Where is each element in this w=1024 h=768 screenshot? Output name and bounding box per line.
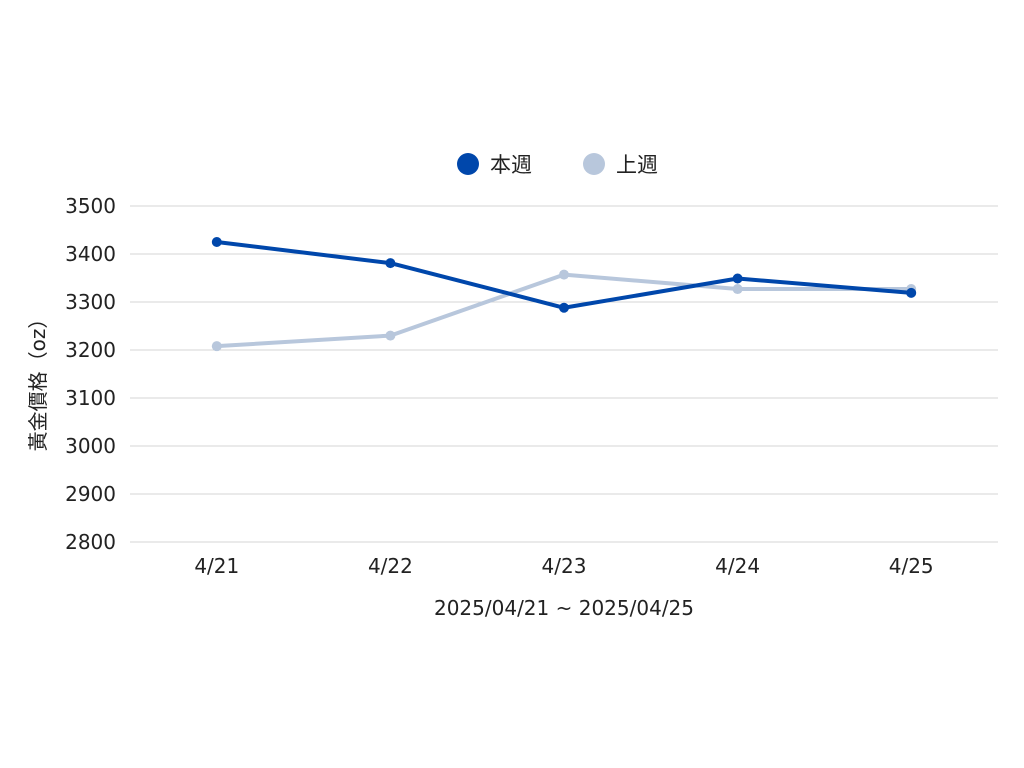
legend-marker-icon [457, 153, 479, 175]
legend: 本週 上週 [457, 153, 658, 177]
y-axis-ticks: 2800 2900 3000 3100 3200 3300 3400 3500 [65, 194, 116, 554]
series-this-week [211, 237, 917, 313]
x-axis-ticks: 4/21 4/22 4/23 4/24 4/25 [194, 554, 933, 578]
y-tick-label-3500: 3500 [65, 194, 116, 218]
y-axis-title: 黃金價格（oz） [26, 309, 50, 452]
data-point-4-24 [732, 284, 743, 295]
legend-item-last-week: 上週 [583, 153, 658, 177]
legend-marker-icon [583, 153, 605, 175]
x-tick-label-4-22: 4/22 [368, 554, 413, 578]
y-tick-label-3200: 3200 [65, 338, 116, 362]
legend-label: 本週 [490, 153, 532, 177]
x-tick-label-4-24: 4/24 [715, 554, 760, 578]
grid-lines [130, 205, 998, 543]
data-point-4-23 [559, 269, 569, 280]
x-tick-label-4-23: 4/23 [542, 554, 587, 578]
y-tick-label-2900: 2900 [65, 482, 116, 506]
legend-label: 上週 [616, 153, 658, 177]
y-tick-label-3100: 3100 [65, 386, 116, 410]
data-point-4-23 [559, 302, 569, 313]
data-point-4-22 [385, 258, 396, 269]
data-point-4-22 [385, 330, 396, 341]
x-axis-title: 2025/04/21 ~ 2025/04/25 [434, 596, 694, 620]
data-point-4-21 [211, 341, 222, 352]
series-last-week [211, 269, 917, 352]
y-tick-label-3300: 3300 [65, 290, 116, 314]
y-tick-label-3400: 3400 [65, 242, 116, 266]
data-point-4-24 [732, 273, 743, 284]
data-point-4-25 [906, 287, 917, 298]
data-point-4-21 [211, 237, 222, 247]
x-tick-label-4-25: 4/25 [889, 554, 934, 578]
legend-item-this-week: 本週 [457, 153, 532, 177]
y-tick-label-2800: 2800 [65, 530, 116, 554]
series-layer [211, 237, 917, 352]
y-tick-label-3000: 3000 [65, 434, 116, 458]
x-tick-label-4-21: 4/21 [194, 554, 239, 578]
